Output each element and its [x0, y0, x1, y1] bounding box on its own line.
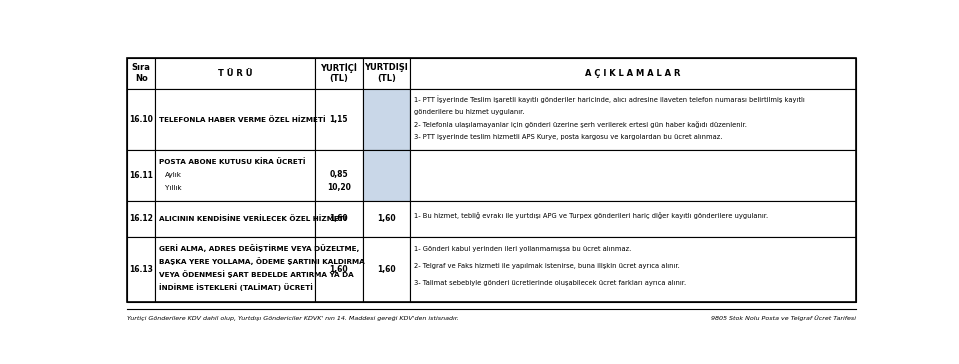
Text: 9805 Stok Nolu Posta ve Telgraf Ücret Tarifesi: 9805 Stok Nolu Posta ve Telgraf Ücret Ta… — [711, 315, 855, 321]
Bar — [363, 88, 409, 150]
Text: Sıra
No: Sıra No — [131, 63, 151, 83]
Bar — [363, 201, 409, 237]
Bar — [363, 237, 409, 301]
Bar — [316, 88, 363, 150]
Bar — [316, 237, 363, 301]
Text: 1,60: 1,60 — [330, 265, 348, 274]
Text: Yurtiçi Gönderilere KDV dahil olup, Yurtdışı Göndericiler KDVK' nın 14. Maddesi : Yurtiçi Gönderilere KDV dahil olup, Yurt… — [128, 316, 459, 321]
Text: VEYA ÖDENMESİ ŞART BEDELDE ARTIRMA YA DA: VEYA ÖDENMESİ ŞART BEDELDE ARTIRMA YA DA — [159, 270, 354, 278]
Text: 16.12: 16.12 — [129, 214, 153, 223]
Text: 3- Talimat sebebiyle gönderi ücretlerinde oluşabilecek ücret farkları ayrıca alı: 3- Talimat sebebiyle gönderi ücretlerind… — [414, 280, 687, 286]
Text: GERİ ALMA, ADRES DEĞİŞTİRME VEYA DÜZELTME,: GERİ ALMA, ADRES DEĞİŞTİRME VEYA DÜZELTM… — [159, 245, 360, 253]
Text: 3- PTT işyerinde teslim hizmetli APS Kurye, posta kargosu ve kargolardan bu ücre: 3- PTT işyerinde teslim hizmetli APS Kur… — [414, 134, 723, 140]
Bar — [155, 58, 316, 88]
Bar — [128, 237, 155, 301]
Text: TELEFONLA HABER VERME ÖZEL HİZMETİ: TELEFONLA HABER VERME ÖZEL HİZMETİ — [159, 116, 326, 123]
Bar — [155, 201, 316, 237]
Bar — [409, 150, 855, 201]
Text: T Ü R Ü: T Ü R Ü — [218, 68, 252, 78]
Text: 1,15: 1,15 — [330, 115, 348, 124]
Bar — [155, 150, 316, 201]
Bar — [128, 201, 155, 237]
Text: 16.13: 16.13 — [129, 265, 153, 274]
Bar — [363, 150, 409, 201]
Bar — [409, 58, 855, 88]
Bar — [409, 201, 855, 237]
Bar — [316, 201, 363, 237]
Bar — [128, 150, 155, 201]
Bar — [316, 150, 363, 201]
Text: 1,60: 1,60 — [377, 265, 395, 274]
Text: gönderilere bu hizmet uygulanır.: gönderilere bu hizmet uygulanır. — [414, 108, 525, 115]
Text: YURTİÇİ
(TL): YURTİÇİ (TL) — [320, 63, 358, 83]
Bar — [128, 58, 155, 88]
Bar — [155, 88, 316, 150]
Text: 16.11: 16.11 — [129, 171, 153, 180]
Text: 1- Gönderi kabul yerinden ileri yollanmamışsa bu ücret alınmaz.: 1- Gönderi kabul yerinden ileri yollanma… — [414, 246, 632, 252]
Bar — [128, 58, 855, 301]
Text: A Ç I K L A M A L A R: A Ç I K L A M A L A R — [585, 68, 681, 78]
Bar — [316, 58, 363, 88]
Text: 1- PTT İşyerinde Teslim işaretli kayıtlı gönderiler haricinde, alıcı adresine il: 1- PTT İşyerinde Teslim işaretli kayıtlı… — [414, 96, 806, 103]
Text: İNDİRME İSTEKLERİ (TALİMAT) ÜCRETİ: İNDİRME İSTEKLERİ (TALİMAT) ÜCRETİ — [159, 284, 314, 291]
Text: 1,60: 1,60 — [330, 214, 348, 223]
Bar — [409, 237, 855, 301]
Text: 10,20: 10,20 — [327, 183, 351, 193]
Text: POSTA ABONE KUTUSU KİRA ÜCRETİ: POSTA ABONE KUTUSU KİRA ÜCRETİ — [159, 158, 306, 165]
Bar — [155, 237, 316, 301]
Text: BAŞKA YERE YOLLAMA, ÖDEME ŞARTINI KALDIRMA: BAŞKA YERE YOLLAMA, ÖDEME ŞARTINI KALDIR… — [159, 257, 365, 265]
Text: 16.10: 16.10 — [129, 115, 153, 124]
Text: 0,85: 0,85 — [330, 170, 348, 179]
Text: 1- Bu hizmet, tebliğ evrakı ile yurtdışı APG ve Turpex gönderileri hariç diğer k: 1- Bu hizmet, tebliğ evrakı ile yurtdışı… — [414, 212, 768, 219]
Text: 1,60: 1,60 — [377, 214, 395, 223]
Text: Aylık: Aylık — [165, 172, 182, 178]
Text: YURTDIŞI
(TL): YURTDIŞI (TL) — [364, 63, 409, 83]
Text: ALICININ KENDİSİNE VERİLECEK ÖZEL HİZMETİ: ALICININ KENDİSİNE VERİLECEK ÖZEL HİZMET… — [159, 215, 347, 222]
Text: 2- Telefonla ulaşılamayanlar için gönderi üzerine şerh verilerek ertesi gün habe: 2- Telefonla ulaşılamayanlar için gönder… — [414, 122, 747, 128]
Bar — [363, 58, 409, 88]
Bar — [409, 88, 855, 150]
Bar — [128, 88, 155, 150]
Text: 2- Telgraf ve Faks hizmeti ile yapılmak istenirse, buna ilişkin ücret ayrıca alı: 2- Telgraf ve Faks hizmeti ile yapılmak … — [414, 263, 680, 269]
Text: Yıllık: Yıllık — [165, 185, 182, 191]
